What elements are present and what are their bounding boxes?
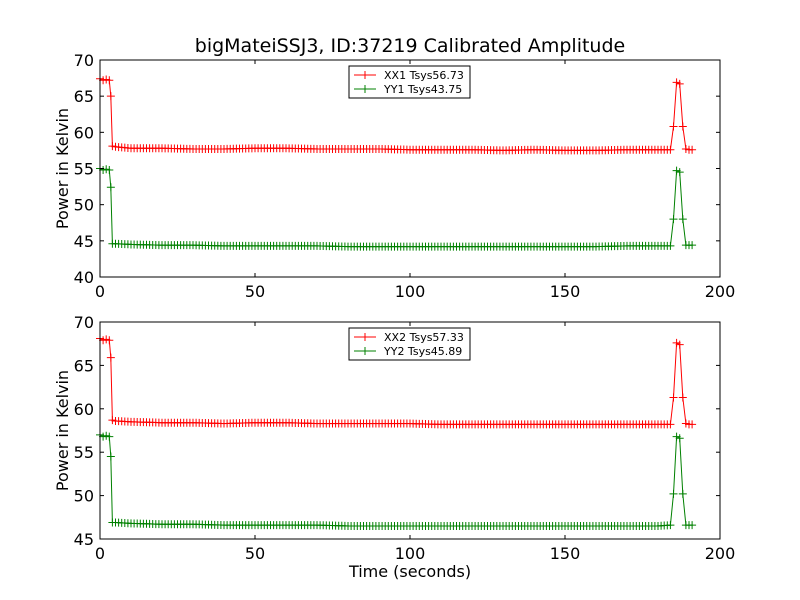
y-tick-label: 60 (74, 123, 94, 142)
data-point (105, 76, 114, 85)
plot-panel-1: 0 50 100 150 200 40 45 50 55 60 65 70 Power in Kelvi… (53, 51, 735, 301)
data-point (666, 241, 675, 250)
data-point (669, 215, 678, 224)
data-point (106, 183, 115, 192)
data-point (666, 521, 675, 530)
data-point (106, 353, 115, 362)
legend-box (348, 65, 471, 99)
data-point (669, 393, 678, 402)
legend-marker (361, 347, 369, 355)
y-tick-label: 55 (74, 443, 94, 462)
data-point (688, 420, 697, 429)
legend-marker (361, 71, 369, 79)
x-tick-label: 0 (95, 544, 105, 563)
y-tick-label: 50 (74, 487, 94, 506)
data-point (105, 432, 114, 441)
y-tick-label: 40 (74, 268, 94, 287)
y-tick-label: 45 (74, 232, 94, 251)
x-tick-label: 100 (395, 544, 426, 563)
data-point (678, 393, 687, 402)
data-point (106, 92, 115, 101)
legend-marker (361, 333, 369, 341)
legend-label: YY2 Tsys45.89 (383, 345, 462, 358)
y-tick-label: 45 (74, 530, 94, 549)
y-tick-label: 55 (74, 160, 94, 179)
y-axis-label: Power in Kelvin (53, 370, 72, 491)
figure-title: bigMateiSSJ3, ID:37219 Calibrated Amplit… (195, 35, 625, 57)
data-point (675, 79, 684, 88)
y-tick-label: 70 (74, 51, 94, 70)
data-point (669, 489, 678, 498)
x-tick-label: 200 (705, 282, 736, 301)
y-axis-label: Power in Kelvin (53, 108, 72, 229)
legend-label: XX2 Tsys57.33 (384, 331, 464, 344)
x-tick-label: 50 (245, 544, 265, 563)
x-tick-label: 0 (95, 282, 105, 301)
data-point (688, 521, 697, 530)
legend-marker (361, 85, 369, 93)
data-point (666, 420, 675, 429)
data-point (106, 452, 115, 461)
x-tick-label: 50 (245, 282, 265, 301)
series-1-1 (96, 74, 697, 155)
data-point (105, 165, 114, 174)
data-point (678, 489, 687, 498)
data-point (675, 434, 684, 443)
plots-container: 0 50 100 150 200 40 45 50 55 60 65 70 Power in Kelvi… (53, 51, 735, 581)
x-tick-label: 150 (550, 544, 581, 563)
data-point (105, 336, 114, 345)
y-tick-label: 60 (74, 400, 94, 419)
data-point (688, 241, 697, 250)
data-point (678, 122, 687, 131)
legend-label: YY1 Tsys43.75 (383, 83, 462, 96)
data-point (675, 340, 684, 349)
plot-panel-2: 0 50 100 150 200 45 50 55 60 65 70 Power in Kelvin T… (53, 313, 735, 581)
data-point (688, 145, 697, 154)
series-2-1 (96, 334, 697, 429)
legend-label: XX1 Tsys56.73 (384, 69, 464, 82)
y-tick-label: 65 (74, 87, 94, 106)
data-point (678, 215, 687, 224)
data-point (675, 168, 684, 177)
legend-box (348, 327, 471, 361)
data-point (669, 122, 678, 131)
x-tick-label: 200 (705, 544, 736, 563)
y-tick-label: 50 (74, 196, 94, 215)
series-1-2 (96, 164, 697, 251)
data-point (666, 145, 675, 154)
y-tick-label: 70 (74, 313, 94, 332)
y-tick-label: 65 (74, 356, 94, 375)
x-tick-label: 100 (395, 282, 426, 301)
series-2-2 (96, 430, 697, 530)
x-tick-label: 150 (550, 282, 581, 301)
x-axis-label: Time (seconds) (348, 562, 471, 581)
